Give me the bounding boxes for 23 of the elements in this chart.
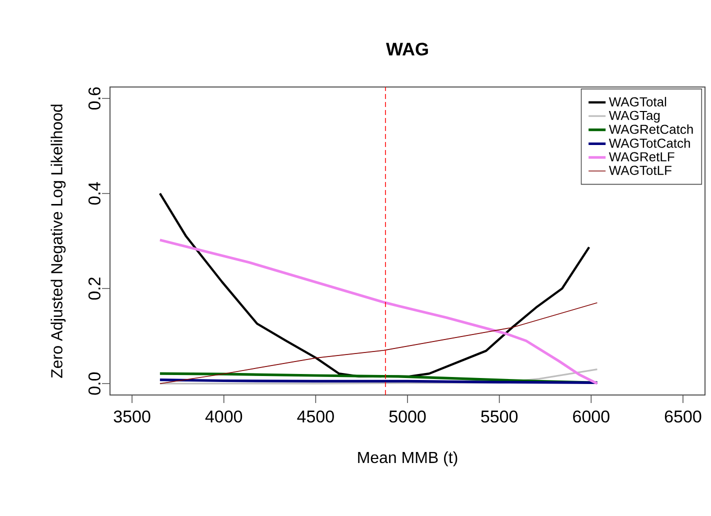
- x-tick-label: 5000: [389, 410, 426, 423]
- x-tick-label: 4000: [205, 410, 242, 423]
- x-tick-label: 3500: [114, 410, 150, 423]
- line-series: [160, 302, 598, 384]
- y-tick-label: 0.0: [88, 372, 100, 395]
- x-axis-title: Mean MMB (t): [358, 451, 458, 466]
- x-tick-label: 6500: [664, 410, 702, 423]
- y-tick-label: 0.2: [88, 278, 100, 300]
- x-tick-label: 6000: [573, 410, 610, 423]
- x-tick-label: 5500: [481, 410, 518, 423]
- legend-label: WAGTotLF: [608, 166, 672, 175]
- y-axis-title: Zero Adjusted Negative Log Likelihood: [50, 104, 66, 378]
- legend-label: WAGRetCatch: [608, 124, 693, 134]
- legend-label: WAGTotCatch: [608, 138, 690, 148]
- line-series: [158, 238, 599, 385]
- line-series: [158, 192, 590, 378]
- legend-label: WAGRetLF: [608, 152, 674, 162]
- legend-label: WAGTotal: [608, 96, 666, 106]
- legend-label: WAGTag: [608, 110, 660, 123]
- x-tick-label: 4500: [297, 410, 334, 423]
- y-tick-label: 0.4: [88, 182, 100, 205]
- chart-title: WAG: [386, 42, 428, 56]
- y-tick-label: 0.6: [88, 87, 100, 110]
